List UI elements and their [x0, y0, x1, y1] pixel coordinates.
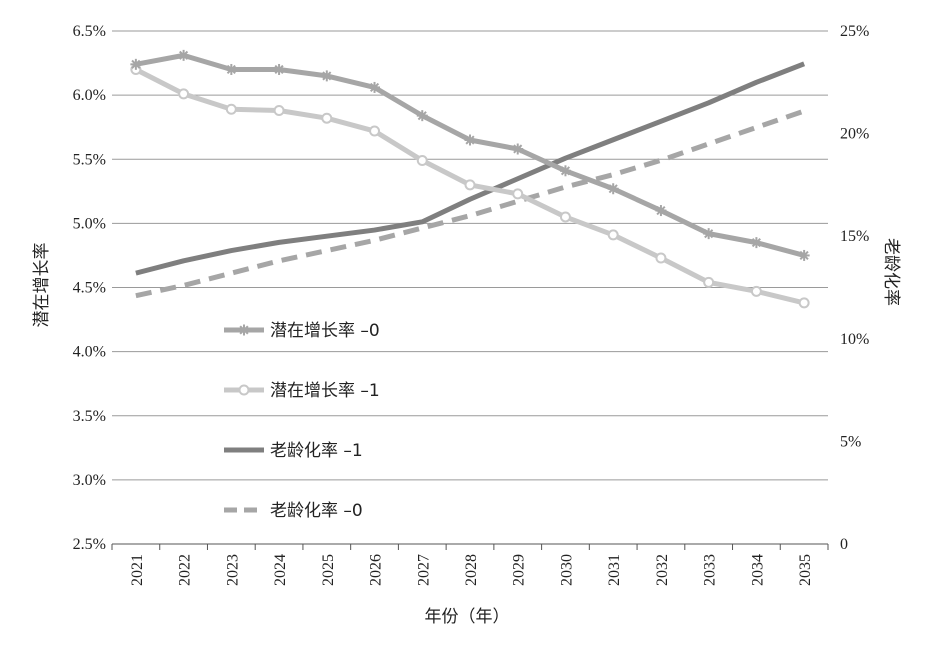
right-tick-label: 25% [840, 23, 869, 40]
series-line [135, 61, 806, 276]
left-tick-label: 5.5% [73, 151, 106, 168]
right-tick-label: 20% [840, 126, 869, 143]
x-tick-label: 2026 [368, 554, 385, 586]
circle-marker [559, 211, 571, 223]
left-axis-title: 潜在增长率 [32, 243, 52, 328]
star-marker [321, 70, 333, 82]
x-tick-label: 2029 [511, 554, 528, 586]
legend-label: 老龄化率 –0 [270, 501, 363, 521]
star-marker [750, 237, 762, 249]
right-axis-ticks: 0 5% 10% 15% 20% 25% [840, 23, 869, 553]
star-marker [512, 143, 524, 155]
star-marker [238, 324, 250, 336]
star-marker [225, 63, 237, 75]
series-line [135, 52, 805, 258]
circle-marker [321, 112, 333, 124]
star-marker [703, 228, 715, 240]
right-tick-label: 15% [840, 228, 869, 245]
right-axis-title: 老龄化率 [881, 238, 901, 306]
right-tick-label: 0 [840, 536, 848, 553]
x-tick-label: 2035 [797, 554, 814, 586]
star-marker [607, 183, 619, 195]
legend-label: 潜在增长率 –0 [270, 321, 380, 341]
star-marker [416, 110, 428, 122]
legend-label: 老龄化率 –1 [270, 441, 363, 461]
circle-marker [369, 125, 381, 137]
circle-marker [273, 105, 285, 117]
x-tick-label: 2033 [702, 554, 719, 586]
right-tick-label: 10% [840, 331, 869, 348]
star-marker [273, 63, 285, 75]
right-tick-label: 5% [840, 433, 861, 450]
star-marker [130, 58, 142, 70]
star-marker [178, 49, 190, 61]
left-tick-label: 2.5% [73, 536, 106, 553]
circle-marker [703, 276, 715, 288]
x-tick-label: 2025 [320, 554, 337, 586]
x-tick-label: 2021 [129, 554, 146, 586]
star-marker [655, 205, 667, 217]
circle-marker [464, 179, 476, 191]
star-marker [559, 165, 571, 177]
star-marker [369, 81, 381, 93]
left-tick-label: 3.5% [73, 408, 106, 425]
x-tick-label: 2027 [415, 554, 432, 586]
x-tick-label: 2023 [224, 554, 241, 586]
circle-marker [416, 155, 428, 167]
x-axis-title: 年份（年） [425, 607, 510, 627]
circle-marker [655, 252, 667, 264]
x-tick-label: 2034 [749, 554, 766, 586]
circle-marker [607, 229, 619, 241]
circle-marker [512, 188, 524, 200]
star-marker [798, 249, 810, 261]
circle-marker [225, 103, 237, 115]
x-axis-ticks: 2021 2022 2023 2024 2025 2026 2027 2028 2029 2030… [111, 544, 829, 586]
left-tick-label: 3.0% [73, 472, 106, 489]
x-tick-label: 2032 [654, 554, 671, 586]
left-axis-ticks: 2.5% 3.0% 3.5% 4.0% 4.5% 5.0% 5.5% 6.0% 6.5% [73, 23, 106, 553]
x-tick-label: 2028 [463, 554, 480, 586]
left-tick-label: 5.0% [73, 215, 106, 232]
left-tick-label: 4.0% [73, 344, 106, 361]
legend-label: 潜在增长率 –1 [270, 381, 380, 401]
series-lines [130, 49, 810, 309]
x-tick-label: 2024 [272, 554, 289, 586]
left-tick-label: 6.0% [73, 87, 106, 104]
circle-marker [750, 285, 762, 297]
series-line [135, 108, 805, 299]
star-marker [464, 134, 476, 146]
legend: 潜在增长率 –0 潜在增长率 –1 老龄化率 –1 老龄化率 –0 [224, 321, 380, 521]
left-tick-label: 4.5% [73, 280, 106, 297]
circle-marker [798, 297, 810, 309]
x-tick-label: 2030 [558, 554, 575, 586]
circle-marker [238, 384, 250, 396]
x-tick-label: 2031 [606, 554, 623, 586]
circle-marker [178, 88, 190, 100]
gridlines [112, 30, 828, 545]
x-tick-label: 2022 [177, 554, 194, 586]
left-tick-label: 6.5% [73, 23, 106, 40]
